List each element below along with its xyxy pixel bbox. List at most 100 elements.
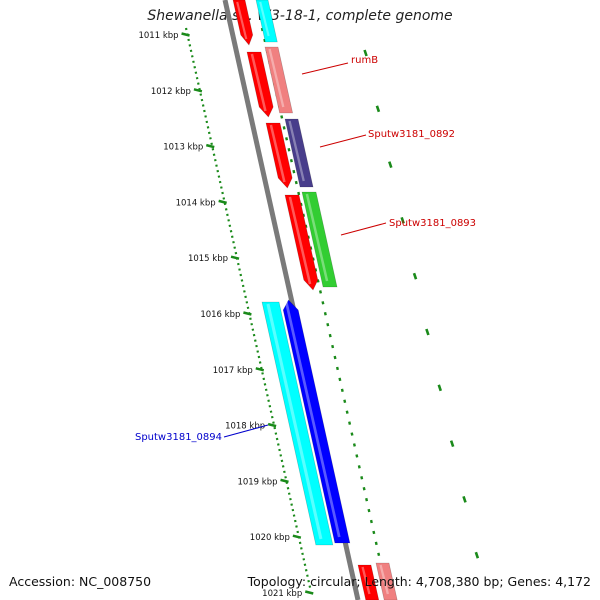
accession-text: Accession: NC_008750 xyxy=(9,574,152,589)
ruler-dot-right xyxy=(306,235,310,239)
gene-red-0892-highlight xyxy=(269,124,286,183)
ruler-major-tick xyxy=(243,311,252,316)
ruler-tick-label: 1014 kbp xyxy=(176,198,216,208)
ruler-major-tick xyxy=(304,590,314,595)
ruler-tick-label: 1019 kbp xyxy=(237,477,277,487)
ruler-dot-right xyxy=(331,344,335,349)
ruler-dot-right xyxy=(377,552,381,557)
ruler-dot-right xyxy=(360,476,364,480)
ruler-dot-right xyxy=(345,410,349,414)
gene-red-bottom xyxy=(357,564,380,600)
ruler-dot-right xyxy=(280,115,284,119)
ruler-dot-right xyxy=(302,213,306,218)
gene-track xyxy=(232,0,398,600)
ruler-dot-right xyxy=(352,443,356,447)
gene-label-sputw3181-0894-leader xyxy=(223,424,269,438)
ruler-dot-right xyxy=(321,301,325,305)
gene-red-top xyxy=(232,0,254,46)
gene-label-sputw3181-0893-leader xyxy=(340,222,387,236)
ruler-tick-label: 1021 kbp xyxy=(262,589,302,599)
ruler-dot-right xyxy=(292,169,296,174)
gene-pink xyxy=(264,46,294,114)
ruler-major-tick xyxy=(218,199,227,205)
ruler-dot-right xyxy=(314,268,318,272)
ruler-dot-right xyxy=(350,432,354,436)
ruler-dot-right xyxy=(309,246,313,250)
gene-label-rumB-leader xyxy=(301,62,349,75)
ruler-major-tick xyxy=(255,367,265,372)
ruler: 1011 kbp 1012 kbp 1013 kbp 1014 kbp 1015 kbp… xyxy=(138,27,480,600)
ruler-dot-right xyxy=(282,126,286,130)
ruler-minor-tick xyxy=(388,161,393,169)
ruler-major-tick xyxy=(181,32,190,37)
gene-pink-highlight xyxy=(268,48,285,108)
ruler-major-tick xyxy=(267,422,277,428)
gene-cyan-top xyxy=(255,0,278,43)
gene-sputw3181-0893 xyxy=(301,191,338,288)
ruler-dot-right xyxy=(328,333,332,338)
ruler-dot-right xyxy=(362,486,366,491)
ruler-major-tick xyxy=(280,478,289,484)
ruler-dot-right xyxy=(289,158,293,163)
ruler-dot-right xyxy=(260,27,264,32)
gene-label-sputw3181-0893: Sputw3181_0893 xyxy=(389,218,476,229)
ruler-dot-right xyxy=(367,508,371,513)
ruler-dot-right xyxy=(333,355,337,360)
ruler-tick-label: 1012 kbp xyxy=(151,87,191,97)
ruler-minor-tick xyxy=(437,384,442,392)
gene-red-0892 xyxy=(265,122,293,189)
ruler-dot-right xyxy=(357,465,361,469)
gene-label-sputw3181-0894: Sputw3181_0894 xyxy=(135,432,222,443)
ruler-dot-right xyxy=(338,377,342,382)
ruler-dot-right xyxy=(369,519,373,524)
ruler-tick-label: 1018 kbp xyxy=(225,422,265,432)
gene-sputw3181-0894 xyxy=(261,301,334,546)
gene-pink-bottom xyxy=(375,562,398,600)
ruler-major-tick xyxy=(193,88,203,93)
gene-sputw3181-0894-highlight xyxy=(266,303,323,540)
gene-red-0893 xyxy=(284,194,319,291)
genome-title: Shewanella sp. W3-18-1, complete genome xyxy=(147,8,453,24)
ruler-dot-right xyxy=(335,366,339,371)
ruler-major-tick xyxy=(230,255,240,260)
genome-summary-text: Topology: circular; Length: 4,708,380 bp… xyxy=(247,574,591,589)
ruler-dot-right xyxy=(311,257,315,261)
ruler-dot-right xyxy=(365,497,369,502)
ruler-minor-tick xyxy=(375,105,381,113)
gene-blue xyxy=(282,299,351,544)
ruler-minor-tick xyxy=(462,495,467,503)
ruler-minor-tick xyxy=(363,49,368,57)
ruler-major-tick xyxy=(292,534,302,539)
ruler-dot-right xyxy=(316,279,320,283)
ruler-major-tick xyxy=(205,143,215,149)
gene-pink-bottom-highlight xyxy=(379,564,389,595)
gene-red-top-highlight xyxy=(236,1,248,40)
ruler-dot-right xyxy=(263,38,267,43)
ruler-dot-right xyxy=(304,224,308,229)
ruler-tick-label: 1011 kbp xyxy=(138,31,178,41)
gene-sputw3181-0892 xyxy=(284,118,314,188)
gene-rumB xyxy=(246,51,274,118)
gene-red-0893-highlight xyxy=(288,196,312,285)
ruler-dot-right xyxy=(326,322,330,327)
ruler-minor-tick xyxy=(449,440,455,448)
gene-label-rumB: rumB xyxy=(351,55,378,66)
gene-sputw3181-0892-highlight xyxy=(288,120,305,182)
ruler-minor-tick xyxy=(425,328,430,336)
ruler-dot-right xyxy=(343,399,347,403)
gene-red-bottom-highlight xyxy=(361,566,371,595)
gene-cyan-top-highlight xyxy=(259,1,270,37)
ruler-dot-right xyxy=(319,290,322,294)
ruler-dot-right xyxy=(299,202,303,207)
gene-sputw3181-0893-highlight xyxy=(305,193,329,282)
ruler-dot-right xyxy=(323,312,327,316)
gene-label-sputw3181-0892: Sputw3181_0892 xyxy=(368,129,455,140)
ruler-tick-label: 1013 kbp xyxy=(163,143,203,153)
ruler-dot-right xyxy=(285,137,289,141)
ruler-minor-tick xyxy=(474,551,480,559)
ruler-tick-label: 1017 kbp xyxy=(213,366,253,376)
ruler-dot-right xyxy=(355,454,359,458)
ruler-tick-label: 1016 kbp xyxy=(200,310,240,320)
ruler-dot-right xyxy=(340,388,344,393)
